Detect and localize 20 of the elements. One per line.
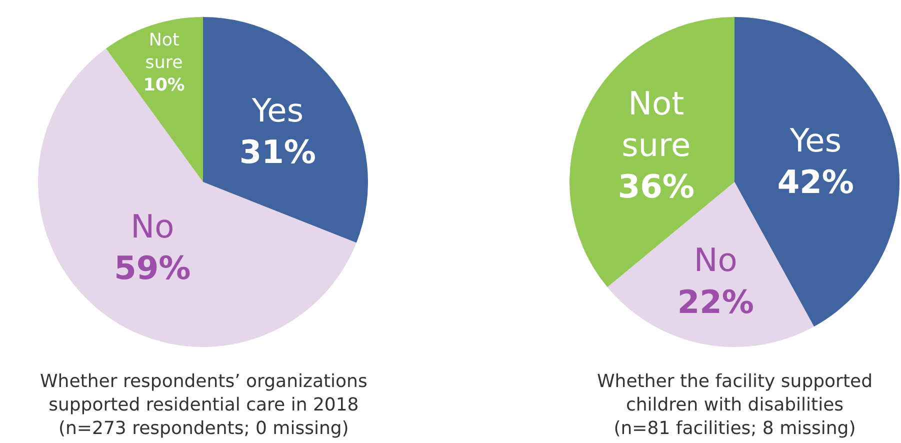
data-label: 36% xyxy=(618,168,694,206)
data-label: 42% xyxy=(777,162,854,201)
data-label: 31% xyxy=(239,133,316,172)
text: Whether the facility supported children with disabilities xyxy=(597,371,873,416)
text: Whether respondents’ organizations supported residential care in 2018 xyxy=(40,371,368,416)
pie-slice xyxy=(570,17,734,288)
text: (n=81 facilities; 8 missing) xyxy=(614,418,856,439)
data-label: 22% xyxy=(677,282,754,321)
slice-label: No xyxy=(130,207,174,246)
slice-label: Not sure xyxy=(145,30,183,74)
slice-label: Not sure xyxy=(622,84,691,164)
data-label: 59% xyxy=(114,248,191,287)
data-label: 10% xyxy=(143,76,185,96)
slice-label: Yes xyxy=(250,91,304,130)
pie-slice xyxy=(106,17,203,182)
slice-label: Yes xyxy=(788,121,842,160)
pie-slice xyxy=(38,48,356,347)
slice-label: No xyxy=(694,241,738,280)
text: (n=273 respondents; 0 missing) xyxy=(58,418,349,439)
pie-slice xyxy=(203,17,368,243)
